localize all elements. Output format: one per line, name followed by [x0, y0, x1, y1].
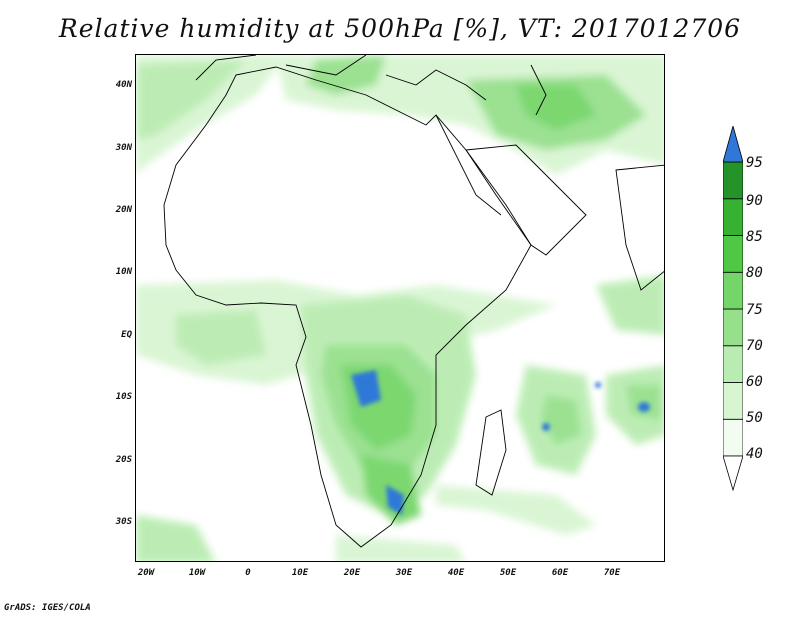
lon-label-20w: 20W	[137, 568, 155, 578]
lon-label-40e: 40E	[447, 568, 465, 578]
colorbar-label-70: 70	[746, 338, 763, 354]
colorbar-label-75: 75	[746, 302, 763, 318]
grads-credit: GrADS: IGES/COLA	[4, 603, 91, 613]
map-panel	[135, 54, 665, 562]
lon-label-10e: 10E	[291, 568, 309, 578]
lon-label-50e: 50E	[499, 568, 517, 578]
lat-label-10n: 10N	[115, 267, 132, 277]
colorbar-box	[723, 235, 743, 273]
colorbar-label-50: 50	[746, 410, 763, 426]
lat-label-eq: EQ	[121, 330, 132, 340]
colorbar-label-40: 40	[746, 446, 763, 462]
colorbar	[723, 126, 743, 492]
lat-label-20n: 20N	[115, 205, 132, 215]
lon-label-0: 0	[245, 568, 251, 578]
colorbar-label-80: 80	[746, 265, 763, 281]
colorbar-box	[723, 308, 743, 347]
lat-label-20s: 20S	[115, 455, 132, 465]
colorbar-box	[723, 345, 743, 383]
lon-label-20e: 20E	[343, 568, 361, 578]
map-title: Relative humidity at 500hPa [%], VT: 201…	[58, 14, 742, 43]
colorbar-box	[723, 418, 743, 457]
colorbar-bottom-arrow	[723, 455, 743, 492]
lon-label-10w: 10W	[188, 568, 206, 578]
colorbar-label-95: 95	[746, 155, 763, 171]
colorbar-box	[723, 271, 743, 310]
colorbar-box	[723, 382, 743, 420]
lat-label-40n: 40N	[115, 80, 132, 90]
colorbar-label-85: 85	[746, 229, 763, 245]
lat-label-30n: 30N	[115, 143, 132, 153]
humidity-map	[136, 55, 664, 561]
lat-label-30s: 30S	[115, 517, 132, 527]
coastlines	[163, 55, 664, 548]
colorbar-label-60: 60	[746, 374, 763, 390]
lon-label-30e: 30E	[395, 568, 413, 578]
lat-label-10s: 10S	[115, 392, 132, 402]
humidity-shading	[136, 55, 664, 561]
colorbar-top-arrow	[723, 126, 743, 163]
colorbar-box	[723, 161, 743, 200]
colorbar-box	[723, 198, 743, 236]
lon-label-60e: 60E	[551, 568, 569, 578]
lon-label-70e: 70E	[603, 568, 621, 578]
colorbar-label-90: 90	[746, 193, 763, 209]
